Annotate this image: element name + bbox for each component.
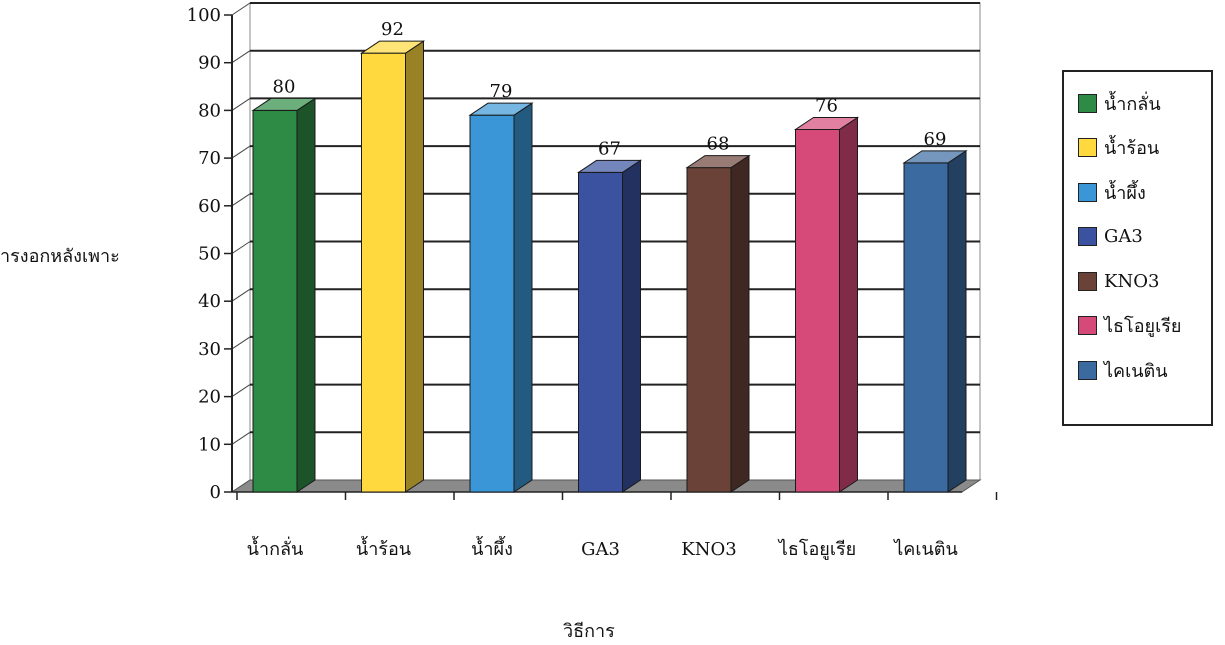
bar-top [793,116,860,130]
bar-2 [468,102,534,493]
bar-side [839,116,858,493]
legend-label: GA3 [1104,226,1143,248]
x-tick-label: น้ำร้อน [356,536,411,560]
bar-front [361,52,406,493]
legend-item-0: น้ำกลั่น [1078,81,1211,126]
bar-side [296,97,316,493]
bar-5 [793,116,860,493]
bar-top [685,155,751,169]
legend-swatch [1078,93,1097,113]
legend-label: ไคเนติน [1104,360,1168,382]
gridline-depth [231,50,251,64]
data-label: 92 [381,19,404,40]
gridline-depth [231,241,251,254]
data-label: 67 [598,138,621,159]
data-label: 79 [490,81,513,102]
bar-side [730,154,750,493]
y-tick-label: 10 [198,434,221,455]
y-tick-label: 100 [187,5,221,26]
x-tick-label: น้ำผึ้ง [471,536,513,560]
bar-top [576,159,643,173]
legend-label: น้ำร้อน [1104,138,1160,160]
gridline-depth [231,431,251,445]
bar-side [622,159,641,493]
legend-swatch [1078,360,1097,380]
data-label: 76 [815,95,838,116]
bar-side [513,102,533,493]
x-tick-label: KNO3 [681,539,736,560]
x-tick-label: น้ำกลั่น [247,536,304,560]
legend-label: น้ำกลั่น [1104,93,1161,115]
bar-front [252,109,298,493]
gridline-depth [231,384,251,398]
legend-swatch [1078,138,1097,158]
data-label: 68 [707,134,730,155]
legend-item-3: GA3 [1078,215,1211,260]
y-tick-label: 90 [198,53,221,74]
bar-front [578,171,623,493]
gridline-depth [231,288,251,302]
bar-top [359,40,426,54]
bar-1 [359,40,426,493]
bar-side [405,40,424,493]
legend-item-5: ไธโอยูเรีย [1078,304,1211,349]
legend-swatch [1078,271,1097,291]
bar-0 [251,97,317,493]
x-tick-label: GA3 [581,539,620,560]
y-tick-label: 0 [210,482,221,503]
gridline-depth [231,193,251,207]
y-tick-label: 50 [198,244,221,265]
bar-top [251,97,317,111]
legend-item-4: KNO3 [1078,259,1211,304]
gridline-depth [231,336,251,350]
legend-label: ไธโอยูเรีย [1104,316,1182,338]
y-tick-label: 60 [198,196,221,217]
legend: น้ำกลั่น น้ำร้อน น้ำผึ้ง GA3 KNO3 ไธโอยู… [1062,70,1213,426]
x-tick-label: ไคเนติน [892,538,958,560]
bar-side [947,149,967,493]
legend-item-6: ไคเนติน [1078,348,1211,393]
bar-front [795,128,840,493]
bar-4 [685,154,751,493]
bar-front [469,114,515,493]
bar-top [468,102,534,116]
data-label: 80 [273,76,296,97]
legend-swatch [1078,227,1097,247]
legend-item-1: น้ำร้อน [1078,126,1211,171]
gridline-depth [231,97,251,111]
legend-label: KNO3 [1104,270,1160,292]
bar-front [903,162,949,493]
legend-label: น้ำผึ้ง [1104,182,1146,204]
x-axis-title: วิธีการ [563,621,615,642]
legend-item-2: น้ำผึ้ง [1078,170,1211,215]
bar-3 [576,159,643,493]
y-axis-title: ารงอกหลังเพาะ [0,246,120,267]
x-tick-label: ไธโอยูเรีย [777,538,856,560]
data-label: 69 [924,129,947,150]
y-tick-label: 40 [198,291,221,312]
gridline-depth [231,2,251,16]
y-tick-label: 70 [198,148,221,169]
y-tick-label: 80 [198,100,221,121]
bar-6 [902,149,968,493]
bar-top [902,150,968,164]
bar-front [686,167,732,493]
y-tick-label: 20 [198,387,221,408]
gridline-depth [231,145,251,159]
y-tick-label: 30 [198,339,221,360]
legend-swatch [1078,316,1097,336]
legend-swatch [1078,182,1097,202]
